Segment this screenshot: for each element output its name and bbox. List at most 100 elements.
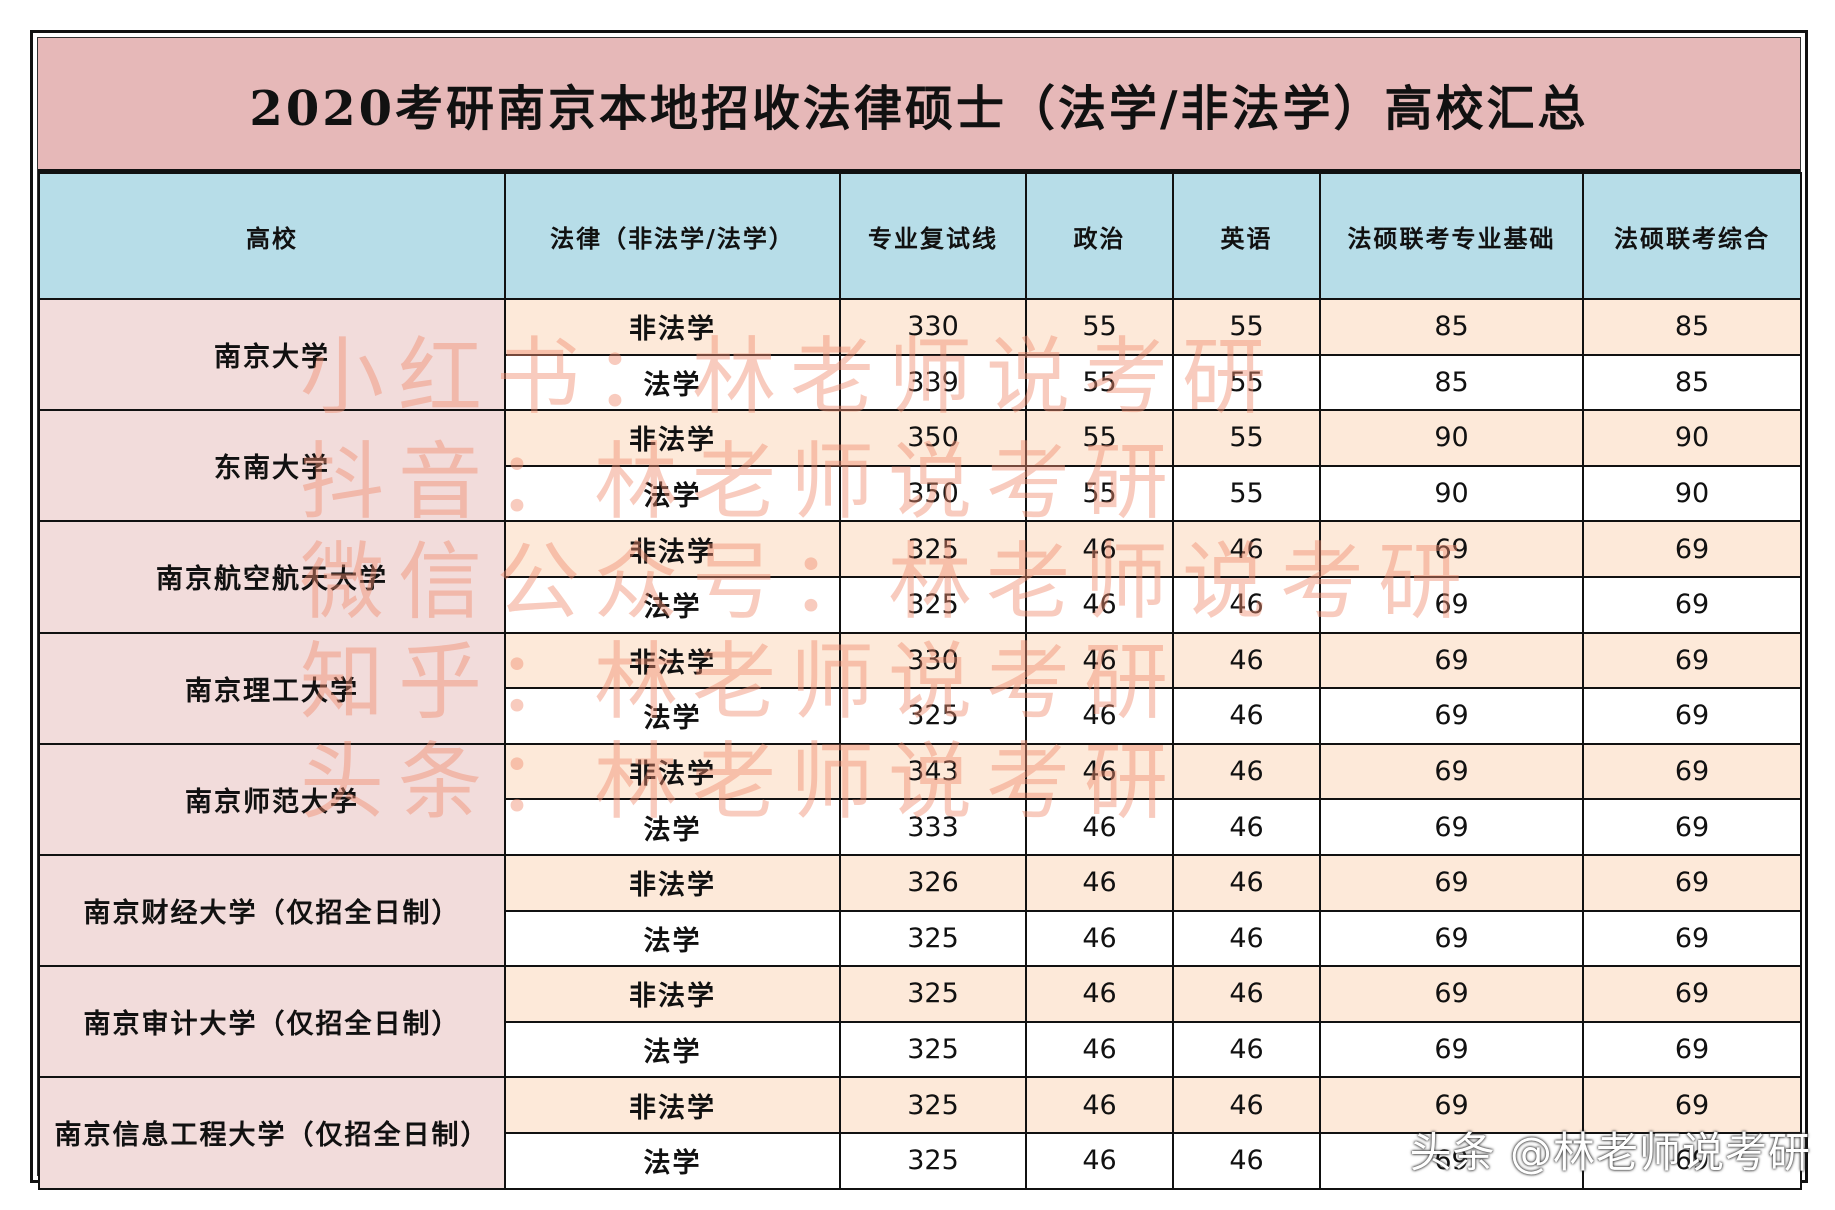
table-row: 法学 333 46 46 69 69 [39, 798, 1802, 856]
header-track: 法律（非法学/法学） [504, 172, 841, 300]
politics-cell: 46 [1025, 520, 1174, 578]
english-cell: 46 [1172, 742, 1321, 801]
track-cell: 非法学 [504, 853, 841, 912]
table-header-row: 高校 法律（非法学/法学） 专业复试线 政治 英语 法硕联考专业基础 法硕联考综… [38, 172, 1802, 300]
score-line-cell: 325 [839, 909, 1027, 968]
basic-cell: 69 [1319, 853, 1584, 912]
score-line-cell: 325 [839, 687, 1027, 745]
comprehensive-cell: 85 [1582, 298, 1802, 356]
admission-table: 高校 法律（非法学/法学） 专业复试线 政治 英语 法硕联考专业基础 法硕联考综… [38, 172, 1802, 1190]
english-cell: 55 [1172, 298, 1321, 356]
track-cell: 法学 [504, 1131, 841, 1190]
politics-cell: 46 [1025, 575, 1174, 634]
table-row: 南京师范大学 非法学 343 46 46 69 69 [38, 742, 1802, 856]
table-row: 南京审计大学（仅招全日制） 非法学 325 46 46 69 69 [38, 965, 1802, 1079]
comprehensive-cell: 69 [1582, 520, 1802, 578]
politics-cell: 46 [1025, 1131, 1174, 1190]
table-row: 南京财经大学（仅招全日制） 非法学 326 46 46 69 69 [38, 853, 1802, 968]
comprehensive-cell: 69 [1582, 1020, 1802, 1079]
school-name-cell: 南京信息工程大学（仅招全日制） [38, 1076, 506, 1190]
english-cell: 55 [1172, 464, 1321, 523]
header-score-line: 专业复试线 [839, 172, 1027, 300]
english-cell: 55 [1172, 353, 1321, 412]
english-cell: 46 [1172, 1131, 1321, 1190]
english-cell: 46 [1172, 687, 1321, 745]
basic-cell: 69 [1319, 575, 1584, 634]
comprehensive-cell: 90 [1582, 464, 1802, 523]
basic-cell: 69 [1319, 965, 1584, 1023]
header-comprehensive: 法硕联考综合 [1582, 172, 1802, 300]
basic-cell: 69 [1319, 687, 1584, 745]
comprehensive-cell: 69 [1582, 1076, 1802, 1134]
table-row: 法学 325 46 46 69 69 [39, 909, 1802, 968]
school-name-cell: 东南大学 [38, 409, 506, 523]
comprehensive-cell: 69 [1582, 798, 1802, 856]
track-cell: 法学 [504, 575, 841, 634]
comprehensive-cell: 69 [1582, 853, 1802, 912]
table-row: 法学 339 55 55 85 85 [39, 353, 1802, 412]
basic-cell: 90 [1319, 409, 1584, 467]
table-row: 南京航空航天大学 非法学 325 46 46 69 69 [38, 520, 1802, 634]
politics-cell: 55 [1025, 298, 1174, 356]
english-cell: 46 [1172, 965, 1321, 1023]
table-row: 南京理工大学 非法学 330 46 46 69 69 [38, 631, 1802, 745]
track-cell: 法学 [504, 464, 841, 523]
comprehensive-cell: 69 [1582, 1131, 1802, 1190]
comprehensive-cell: 90 [1582, 409, 1802, 467]
politics-cell: 55 [1025, 464, 1174, 523]
english-cell: 46 [1172, 909, 1321, 968]
basic-cell: 85 [1319, 353, 1584, 412]
track-cell: 法学 [504, 909, 841, 968]
score-line-cell: 325 [839, 1076, 1027, 1134]
english-cell: 46 [1172, 520, 1321, 578]
score-line-cell: 350 [839, 464, 1027, 523]
basic-cell: 69 [1319, 742, 1584, 801]
school-name-cell: 南京大学 [38, 297, 506, 412]
politics-cell: 46 [1025, 909, 1174, 968]
score-line-cell: 330 [839, 631, 1027, 690]
header-english: 英语 [1172, 172, 1321, 300]
comprehensive-cell: 69 [1582, 575, 1802, 634]
basic-cell: 69 [1319, 1131, 1584, 1190]
score-line-cell: 325 [839, 575, 1027, 634]
basic-cell: 69 [1319, 520, 1584, 578]
school-name-cell: 南京师范大学 [38, 742, 506, 856]
score-line-cell: 325 [839, 520, 1027, 578]
english-cell: 46 [1172, 631, 1321, 690]
english-cell: 46 [1172, 1020, 1321, 1079]
table-body: 南京大学 非法学 330 55 55 85 85 法学 339 55 55 85 85 东南大学 非法学 35… [38, 297, 1802, 1190]
track-cell: 非法学 [504, 409, 841, 467]
basic-cell: 69 [1319, 909, 1584, 968]
score-line-cell: 326 [839, 853, 1027, 912]
school-name-cell: 南京理工大学 [38, 631, 506, 745]
comprehensive-cell: 85 [1582, 353, 1802, 412]
politics-cell: 46 [1025, 631, 1174, 690]
politics-cell: 46 [1025, 798, 1174, 856]
politics-cell: 46 [1025, 687, 1174, 745]
score-line-cell: 330 [839, 298, 1027, 356]
table-row: 南京信息工程大学（仅招全日制） 非法学 325 46 46 69 69 [38, 1076, 1802, 1190]
score-line-cell: 343 [839, 742, 1027, 801]
comprehensive-cell: 69 [1582, 687, 1802, 745]
basic-cell: 69 [1319, 1020, 1584, 1079]
politics-cell: 46 [1025, 965, 1174, 1023]
score-line-cell: 325 [839, 1131, 1027, 1190]
score-line-cell: 325 [839, 965, 1027, 1023]
table-row: 法学 325 46 46 69 69 [39, 687, 1802, 745]
comprehensive-cell: 69 [1582, 631, 1802, 690]
basic-cell: 90 [1319, 464, 1584, 523]
score-line-cell: 350 [839, 409, 1027, 467]
track-cell: 非法学 [504, 1076, 841, 1134]
track-cell: 非法学 [504, 298, 841, 356]
comprehensive-cell: 69 [1582, 909, 1802, 968]
header-basic: 法硕联考专业基础 [1319, 172, 1584, 300]
english-cell: 46 [1172, 798, 1321, 856]
basic-cell: 69 [1319, 631, 1584, 690]
politics-cell: 55 [1025, 409, 1174, 467]
politics-cell: 46 [1025, 742, 1174, 801]
school-name-cell: 南京财经大学（仅招全日制） [38, 853, 506, 968]
track-cell: 非法学 [504, 520, 841, 578]
comprehensive-cell: 69 [1582, 965, 1802, 1023]
politics-cell: 46 [1025, 1076, 1174, 1134]
table-row: 法学 325 46 46 69 69 [39, 1020, 1802, 1079]
